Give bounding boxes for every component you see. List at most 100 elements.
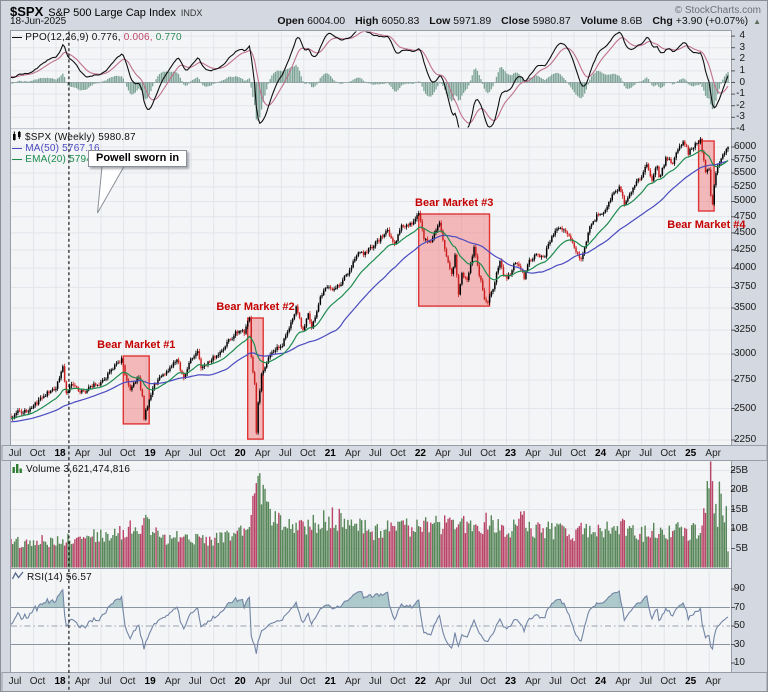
month-label: Jul (188, 448, 202, 459)
close-value: 5980.87 (532, 15, 571, 27)
year-label: 25 (685, 448, 697, 459)
bear-market-box (697, 140, 715, 212)
month-label: Apr (345, 448, 361, 459)
volume-value: 8.6B (620, 15, 643, 27)
month-label: Jul (278, 448, 292, 459)
month-label: Apr (254, 676, 271, 687)
month-label: Apr (164, 676, 181, 687)
month-label: Apr (525, 448, 541, 459)
year-label: 24 (595, 676, 607, 687)
month-label: Apr (705, 676, 721, 687)
year-label: 18 (54, 676, 66, 687)
ema-dash-icon: — (12, 154, 23, 165)
ma-dash-icon: — (12, 143, 23, 154)
rsi-overbought-fill (11, 589, 728, 608)
ppo-dash-icon: — (12, 32, 23, 43)
month-label: Jul (98, 676, 112, 687)
month-label: Oct (209, 676, 226, 687)
month-label: Oct (570, 676, 586, 687)
year-label: 19 (144, 676, 156, 687)
ppo-hist-value: 0.006, (123, 32, 153, 43)
price-symbol-label: $SPX (Weekly) 5980.87 (25, 132, 136, 143)
month-label: Jul (639, 448, 652, 459)
month-label: Oct (660, 448, 676, 459)
month-label: Apr (345, 676, 361, 687)
year-label: 23 (504, 676, 517, 687)
month-label: Oct (119, 448, 136, 459)
quote-bar: Open 6004.00 High 6050.83 Low 5971.89 Close… (277, 15, 761, 27)
year-label: 22 (414, 676, 426, 687)
year-label: 25 (685, 676, 697, 687)
volume-series (11, 461, 729, 568)
stockcharts-credit-link[interactable]: © StockCharts.com (674, 5, 761, 16)
chart-header: $SPX S&P 500 Large Cap Index INDX (10, 3, 761, 19)
month-label: Jul (458, 448, 472, 459)
candlestick-series (11, 137, 729, 435)
date-strip (1, 445, 767, 461)
rsi-line (11, 588, 729, 654)
exchange-tag: INDX (180, 8, 203, 18)
volume-label: Volume (580, 15, 618, 27)
month-label: Oct (29, 448, 46, 459)
month-label: Apr (435, 676, 451, 687)
volume-legend-text: Volume 3,621,474,816 (26, 464, 131, 475)
ppo-value: 0.776, (91, 32, 121, 43)
month-label: Jul (549, 676, 562, 687)
chg-label: Chg (652, 15, 673, 27)
month-label: Jul (98, 448, 112, 459)
month-label: Oct (300, 676, 316, 687)
year-label: 19 (144, 448, 156, 459)
year-label: 22 (414, 448, 426, 459)
month-label: Oct (29, 676, 46, 687)
date-axis-bottom: Jul Oct 18 Apr Jul Oct 19 Apr Jul Oct 20 Apr Jul Oct 2… (1, 675, 767, 690)
month-label: Jul (458, 676, 472, 687)
month-label: Apr (525, 676, 541, 687)
month-label: Jul (368, 448, 382, 459)
candlestick-icon (13, 131, 21, 141)
month-label: Oct (390, 676, 406, 687)
month-label: Jul (188, 676, 202, 687)
year-label: 24 (595, 448, 607, 459)
year-label: 20 (234, 676, 246, 687)
month-label: Oct (390, 448, 406, 459)
ema-label: EMA(20) 5794.62 (25, 154, 107, 165)
ma-label: MA(50) 5767.16 (25, 143, 100, 154)
annotation-callout: Powell sworn in (88, 150, 188, 167)
rsi-legend-text: RSI(14) 56.57 (27, 572, 92, 583)
ppo-name: PPO(12,26,9) (25, 32, 89, 43)
month-label: Jul (639, 676, 652, 687)
change-up-arrow: ▲ (753, 17, 761, 26)
open-label: Open (277, 15, 305, 27)
month-label: Jul (8, 448, 22, 459)
month-label: Apr (615, 448, 631, 459)
month-label: Apr (615, 676, 631, 687)
rsi-legend: RSI(14) 56.57 (11, 571, 92, 583)
month-label: Oct (660, 676, 676, 687)
month-label: Oct (480, 676, 496, 687)
month-label: Apr (435, 448, 451, 459)
month-label: Oct (300, 448, 316, 459)
month-label: Jul (368, 676, 382, 687)
date-strip (1, 672, 767, 691)
year-label: 23 (504, 448, 517, 459)
ppo-signal-value: 0.770 (155, 32, 182, 43)
high-label: High (355, 15, 379, 27)
month-label: Jul (549, 448, 562, 459)
index-name: S&P 500 Large Cap Index (48, 7, 176, 19)
bear-market-box (418, 213, 491, 307)
bear-market-box (122, 355, 150, 425)
month-label: Apr (254, 448, 271, 459)
chg-value: +3.90 (+0.07%) (675, 15, 749, 27)
high-value: 6050.83 (381, 15, 420, 27)
month-label: Oct (480, 448, 496, 459)
year-label: 20 (234, 448, 246, 459)
month-label: Apr (74, 448, 91, 459)
ma50-line (11, 160, 729, 423)
month-label: Apr (705, 448, 721, 459)
rsi-line-icon (11, 571, 24, 580)
ppo-series (11, 31, 729, 128)
month-label: Jul (8, 676, 22, 687)
volume-bars-icon (12, 464, 22, 473)
month-label: Apr (164, 448, 181, 459)
